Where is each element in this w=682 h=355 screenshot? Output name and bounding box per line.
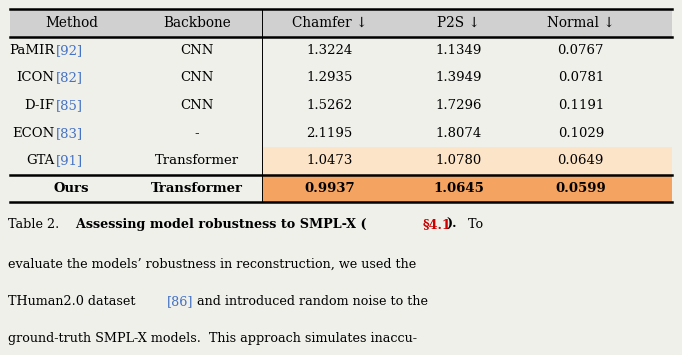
Text: CNN: CNN [181,99,213,112]
Bar [262,175,672,202]
Text: Transformer: Transformer [155,154,239,168]
Text: P2S ↓: P2S ↓ [437,16,480,30]
Text: ECON: ECON [12,127,55,140]
Text: 1.0645: 1.0645 [433,182,484,195]
Text: Table 2.: Table 2. [8,218,59,231]
Text: 1.2935: 1.2935 [306,71,353,84]
Text: 1.3224: 1.3224 [306,44,353,57]
Text: GTA: GTA [26,154,55,168]
Text: [82]: [82] [56,71,83,84]
Text: [92]: [92] [56,44,83,57]
Text: 1.3949: 1.3949 [435,71,481,84]
Text: 1.1349: 1.1349 [435,44,481,57]
Text: and introduced random noise to the: and introduced random noise to the [193,295,428,308]
Text: Chamfer ↓: Chamfer ↓ [292,16,367,30]
Bar [262,147,672,175]
Text: THuman2.0 dataset: THuman2.0 dataset [8,295,140,308]
Text: 1.0473: 1.0473 [306,154,353,168]
Text: [85]: [85] [56,99,83,112]
Text: 0.1191: 0.1191 [558,99,604,112]
Text: Transformer: Transformer [151,182,243,195]
Text: 1.8074: 1.8074 [435,127,481,140]
Text: Normal ↓: Normal ↓ [547,16,614,30]
Text: ).: ). [447,218,457,231]
Text: Method: Method [45,16,98,30]
Text: 0.0781: 0.0781 [558,71,604,84]
Text: 0.9937: 0.9937 [304,182,355,195]
Text: 0.0767: 0.0767 [558,44,604,57]
Text: [83]: [83] [56,127,83,140]
Text: 1.7296: 1.7296 [435,99,481,112]
Text: 1.0780: 1.0780 [435,154,481,168]
Text: CNN: CNN [181,71,213,84]
Text: ICON: ICON [16,71,55,84]
Text: Assessing model robustness to SMPL-X (: Assessing model robustness to SMPL-X ( [67,218,366,231]
Text: 2.1195: 2.1195 [306,127,353,140]
Text: [86]: [86] [167,295,194,308]
Text: PaMIR: PaMIR [9,44,55,57]
Text: 0.0599: 0.0599 [555,182,606,195]
Text: [91]: [91] [56,154,83,168]
Text: -: - [195,127,199,140]
Text: 0.0649: 0.0649 [558,154,604,168]
Text: ground-truth SMPL-X models.  This approach simulates inaccu-: ground-truth SMPL-X models. This approac… [8,332,417,345]
Text: Ours: Ours [54,182,89,195]
Text: To: To [460,218,484,231]
Text: D-IF: D-IF [25,99,55,112]
Text: 1.5262: 1.5262 [306,99,353,112]
Text: evaluate the models’ robustness in reconstruction, we used the: evaluate the models’ robustness in recon… [8,257,417,271]
Bar [10,9,672,37]
Text: Backbone: Backbone [163,16,231,30]
Text: 0.1029: 0.1029 [558,127,604,140]
Text: CNN: CNN [181,44,213,57]
Text: §4.1: §4.1 [423,218,451,231]
